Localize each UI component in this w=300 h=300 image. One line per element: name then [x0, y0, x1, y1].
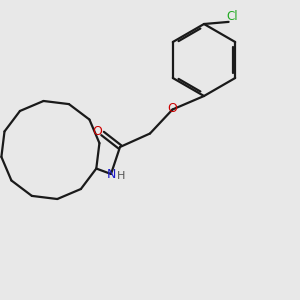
Text: O: O — [92, 125, 102, 139]
Text: N: N — [106, 167, 116, 181]
Text: O: O — [168, 102, 177, 115]
Text: Cl: Cl — [227, 10, 238, 23]
Text: H: H — [117, 171, 126, 181]
